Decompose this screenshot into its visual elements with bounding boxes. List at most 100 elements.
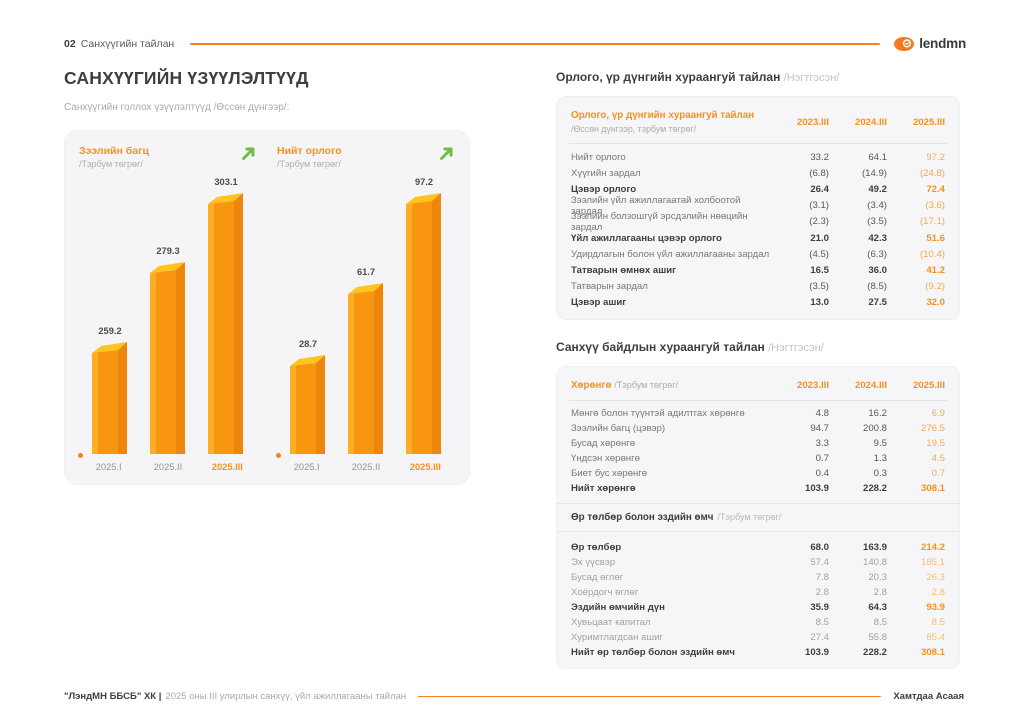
category-label: 2025.II bbox=[153, 462, 183, 472]
year-column-header: 2023.III bbox=[796, 116, 829, 128]
bar-value-label: 259.2 bbox=[98, 326, 122, 336]
chart-title: Нийт орлого bbox=[277, 145, 342, 157]
section-divider bbox=[557, 530, 959, 532]
balance-table-year-columns: 2023.III 2024.III 2025.III bbox=[771, 380, 945, 391]
table-row: Бусад өглөг 7.8 20.3 26.3 bbox=[569, 570, 947, 585]
table-row: Хувьцаат капитал 8.5 8.5 8.5 bbox=[569, 615, 947, 630]
year-column-header: 2023.III bbox=[796, 379, 829, 391]
section-name: Санхүүгийн тайлан bbox=[80, 37, 175, 50]
table-row: Үйл ажиллагааны цэвэр орлого 21.0 42.3 5… bbox=[569, 230, 947, 246]
value-2025: 0.7 bbox=[931, 467, 945, 479]
chart-title: Зээлийн багц bbox=[79, 145, 149, 157]
liabilities-rows: Өр төлбөр 68.0 163.9 214.2 Эх үүсвэр 57.… bbox=[569, 539, 947, 660]
row-label: Удирдлагын болон үйл ажиллагааны зардал bbox=[571, 248, 770, 260]
bar-3d bbox=[290, 355, 325, 454]
value-2023: 16.5 bbox=[810, 264, 829, 276]
value-2025: 185.1 bbox=[920, 556, 945, 568]
section-divider bbox=[557, 502, 959, 504]
row-label: Үндсэн хөрөнгө bbox=[571, 452, 640, 464]
value-2024: 55.8 bbox=[868, 631, 887, 643]
value-2023: (3.5) bbox=[809, 281, 829, 293]
table-row: Мөнгө болон түүнтэй адилтгах хөрөнгө 4.8… bbox=[569, 406, 947, 421]
category-label: 2025.III bbox=[409, 462, 441, 472]
value-2023: (4.5) bbox=[809, 248, 829, 260]
row-label: Хувьцаат капитал bbox=[571, 616, 651, 628]
value-2024: 0.3 bbox=[873, 467, 887, 479]
row-label: Зээлийн болзошгүй эрсдэлийн нөөцийн зард… bbox=[571, 210, 748, 233]
bar-3d bbox=[406, 193, 441, 454]
footer-rule bbox=[418, 695, 882, 698]
row-label: Зээлийн багц (цэвэр) bbox=[571, 422, 666, 434]
bar: 279.3 bbox=[139, 246, 196, 454]
income-table-header-title: Орлого, үр дүнгийн хураангуй тайлан bbox=[571, 110, 755, 121]
value-2023: 8.5 bbox=[815, 616, 829, 628]
value-2024: (3.4) bbox=[867, 200, 887, 212]
row-label: Цэвэр ашиг bbox=[571, 297, 627, 309]
header-rule bbox=[190, 42, 881, 45]
income-section-title-suffix: /Нэгтгэсэн/ bbox=[783, 72, 840, 84]
value-2025: 41.2 bbox=[926, 264, 945, 276]
bar-value-label: 61.7 bbox=[356, 267, 376, 277]
trend-up-arrow-icon bbox=[242, 147, 255, 160]
value-2023: 27.4 bbox=[810, 631, 829, 643]
row-label: Өр төлбөр bbox=[571, 541, 622, 553]
value-2023: 33.2 bbox=[810, 151, 829, 163]
value-2023: 94.7 bbox=[810, 422, 829, 434]
value-2025: 32.0 bbox=[926, 297, 945, 309]
value-2023: 57.4 bbox=[810, 556, 829, 568]
chart-unit-label: /Тэрбум төгрөг/ bbox=[79, 159, 143, 169]
value-2025: 51.6 bbox=[926, 232, 945, 244]
balance-section-title-suffix: /Нэгтгэсэн/ bbox=[768, 341, 824, 354]
bar-3d bbox=[150, 262, 185, 454]
bar: 259.2 bbox=[81, 326, 138, 454]
table-row: Хуримтлагдсан ашиг 27.4 55.8 85.4 bbox=[569, 630, 947, 645]
bar-3d bbox=[92, 342, 127, 454]
table-row: Цэвэр ашиг 13.0 27.5 32.0 bbox=[569, 295, 947, 311]
footer-report-name: 2025 оны III улирлын санхүү, үйл ажиллаг… bbox=[165, 691, 407, 702]
income-table-header: Орлого, үр дүнгийн хураангуй тайлан /Өсс… bbox=[569, 107, 947, 144]
value-2023: 103.9 bbox=[804, 646, 829, 658]
categories-row: 2025.I 2025.II 2025.III bbox=[79, 462, 257, 472]
income-section-title: Орлого, үр дүнгийн хураангуй тайлан /Нэг… bbox=[556, 70, 960, 84]
bar-value-label: 97.2 bbox=[414, 177, 434, 187]
value-2023: 13.0 bbox=[810, 297, 829, 309]
category-label: 2025.I bbox=[95, 462, 122, 472]
page-title: САНХҮҮГИЙН ҮЗҮҮЛЭЛТҮҮД bbox=[64, 68, 309, 88]
baseline-dot bbox=[276, 452, 281, 458]
bars-row: 259.2 279.3 303.1 bbox=[79, 177, 257, 454]
income-table: Орлого, үр дүнгийн хураангуй тайлан /Өсс… bbox=[556, 96, 960, 320]
table-row: Зээлийн болзошгүй эрсдэлийн нөөцийн зард… bbox=[569, 210, 947, 233]
table-row: Өр төлбөр 68.0 163.9 214.2 bbox=[569, 540, 947, 555]
balance-section-title-text: Санхүү байдлын хураангуй тайлан bbox=[556, 339, 765, 354]
value-2023: 0.7 bbox=[815, 452, 829, 464]
liabilities-header-unit: /Тэрбум төгрөг/ bbox=[717, 512, 782, 523]
indicators-column: САНХҮҮГИЙН ҮЗҮҮЛЭЛТҮҮД Санхүүгийн голлох… bbox=[64, 60, 470, 669]
value-2024: 36.0 bbox=[868, 264, 887, 276]
table-row: Зээлийн үйл ажиллагаатай холбоотой зарда… bbox=[569, 195, 947, 217]
bar: 303.1 bbox=[197, 177, 254, 454]
value-2025: 214.2 bbox=[920, 541, 945, 553]
value-2023: 103.9 bbox=[804, 482, 829, 494]
value-2025: 308.1 bbox=[920, 482, 945, 494]
balance-section-title: Санхүү байдлын хураангуй тайлан /Нэгтгэс… bbox=[556, 340, 960, 354]
row-label: Нийт өр төлбөр болон эздийн өмч bbox=[571, 646, 735, 658]
value-2023: (6.8) bbox=[809, 167, 829, 179]
total-income-chart: Нийт орлого /Тэрбум төгрөг/ 28.7 61.7 97… bbox=[276, 145, 455, 472]
category-label: 2025.II bbox=[351, 462, 381, 472]
row-label: Нийт хөрөнгө bbox=[571, 482, 636, 494]
row-label: Нийт орлого bbox=[571, 151, 626, 163]
row-label: Үйл ажиллагааны цэвэр орлого bbox=[571, 232, 722, 244]
row-label: Бусад хөрөнгө bbox=[571, 437, 636, 449]
year-column-header: 2025.III bbox=[912, 116, 945, 128]
assets-header-label: Хөрөнгө bbox=[571, 379, 612, 391]
table-row: Бусад хөрөнгө 3.3 9.5 19.5 bbox=[569, 436, 947, 451]
value-2025: 72.4 bbox=[926, 183, 945, 195]
table-row: Удирдлагын болон үйл ажиллагааны зардал … bbox=[569, 246, 947, 262]
value-2024: 163.9 bbox=[862, 541, 887, 553]
bar-value-label: 279.3 bbox=[156, 246, 180, 256]
value-2025: (17.1) bbox=[919, 216, 945, 228]
value-2025: 93.9 bbox=[926, 601, 945, 613]
balance-table-header: Хөрөнгө /Тэрбум төгрөг/ 2023.III 2024.III… bbox=[569, 377, 947, 401]
main-content: САНХҮҮГИЙН ҮЗҮҮЛЭЛТҮҮД Санхүүгийн голлох… bbox=[64, 60, 960, 669]
row-label: Бусад өглөг bbox=[571, 571, 624, 583]
